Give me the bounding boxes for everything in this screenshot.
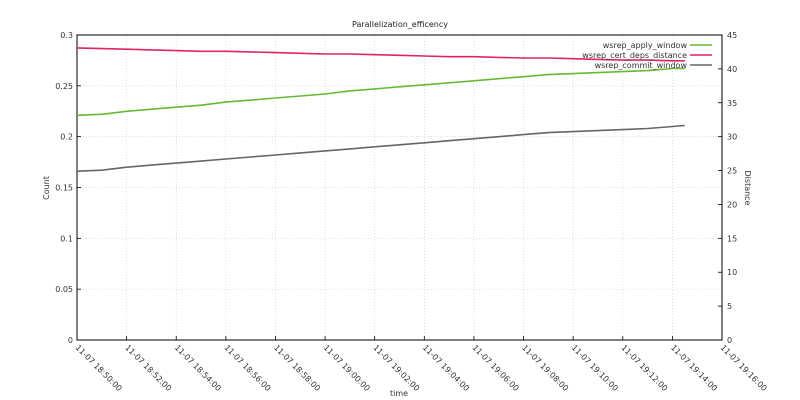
y-tick-label: 0.3 <box>60 31 73 40</box>
x-tick-label: 11-07 18:58:00 <box>272 343 322 393</box>
y-tick-label: 0.25 <box>55 82 73 91</box>
y2-tick-label: 5 <box>727 302 732 311</box>
y2-tick-label: 35 <box>727 99 737 108</box>
y2-tick-label: 25 <box>727 167 737 176</box>
x-tick-label: 11-07 18:56:00 <box>222 343 272 393</box>
x-tick-label: 11-07 19:06:00 <box>471 343 521 393</box>
y-tick-label: 0.2 <box>60 133 73 142</box>
legend-label: wsrep_cert_deps_distance <box>582 51 687 60</box>
y2-tick-label: 20 <box>727 200 737 209</box>
x-tick-label: 11-07 19:16:00 <box>719 343 769 393</box>
series-line-wsrep_cert_deps_distance <box>76 47 685 62</box>
y-axis-label: Count <box>42 176 51 200</box>
x-axis-label: time <box>390 389 408 398</box>
x-tick-label: 11-07 19:00:00 <box>322 343 372 393</box>
series-line-wsrep_apply_window <box>76 67 685 117</box>
y2-tick-label: 45 <box>727 31 737 40</box>
series-line-wsrep_commit_window <box>76 124 685 172</box>
y2-tick-label: 30 <box>727 133 737 142</box>
y2-tick-label: 15 <box>727 234 737 243</box>
chart-title: Parallelization_efficency <box>352 20 448 29</box>
legend-label: wsrep_apply_window <box>603 41 688 50</box>
y2-tick-label: 0 <box>727 336 732 345</box>
y-tick-label: 0 <box>68 336 73 345</box>
x-tick-label: 11-07 19:02:00 <box>371 343 421 393</box>
legend: wsrep_apply_windowwsrep_cert_deps_distan… <box>582 41 712 70</box>
series-layer <box>76 47 685 172</box>
x-tick-label: 11-07 19:04:00 <box>421 343 471 393</box>
x-tick-label: 11-07 18:54:00 <box>173 343 223 393</box>
x-tick-label: 11-07 19:08:00 <box>520 343 570 393</box>
y-tick-label: 0.05 <box>55 285 73 294</box>
x-tick-label: 11-07 19:14:00 <box>669 343 719 393</box>
legend-label: wsrep_commit_window <box>595 61 688 70</box>
x-tick-label: 11-07 19:12:00 <box>619 343 669 393</box>
x-tick-label: 11-07 19:10:00 <box>570 343 620 393</box>
y-tick-label: 0.1 <box>60 234 73 243</box>
grid <box>77 35 722 340</box>
y2-tick-label: 40 <box>727 65 737 74</box>
x-tick-label: 11-07 18:52:00 <box>123 343 173 393</box>
y-tick-label: 0.15 <box>55 184 73 193</box>
y2-tick-label: 10 <box>727 268 737 277</box>
y2-axis-label: Distance <box>743 171 752 206</box>
x-tick-label: 11-07 18:50:00 <box>74 343 124 393</box>
